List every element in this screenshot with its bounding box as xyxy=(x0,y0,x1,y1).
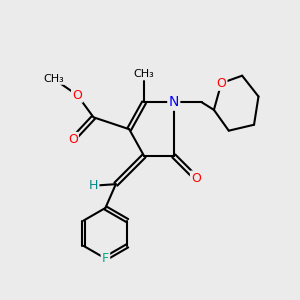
Text: CH₃: CH₃ xyxy=(134,69,154,79)
Text: O: O xyxy=(68,133,78,146)
Text: O: O xyxy=(216,76,226,90)
Text: O: O xyxy=(72,88,82,101)
Text: F: F xyxy=(102,252,109,265)
Text: H: H xyxy=(89,179,98,192)
Text: N: N xyxy=(169,95,179,110)
Text: CH₃: CH₃ xyxy=(43,74,64,84)
Text: O: O xyxy=(191,172,201,185)
